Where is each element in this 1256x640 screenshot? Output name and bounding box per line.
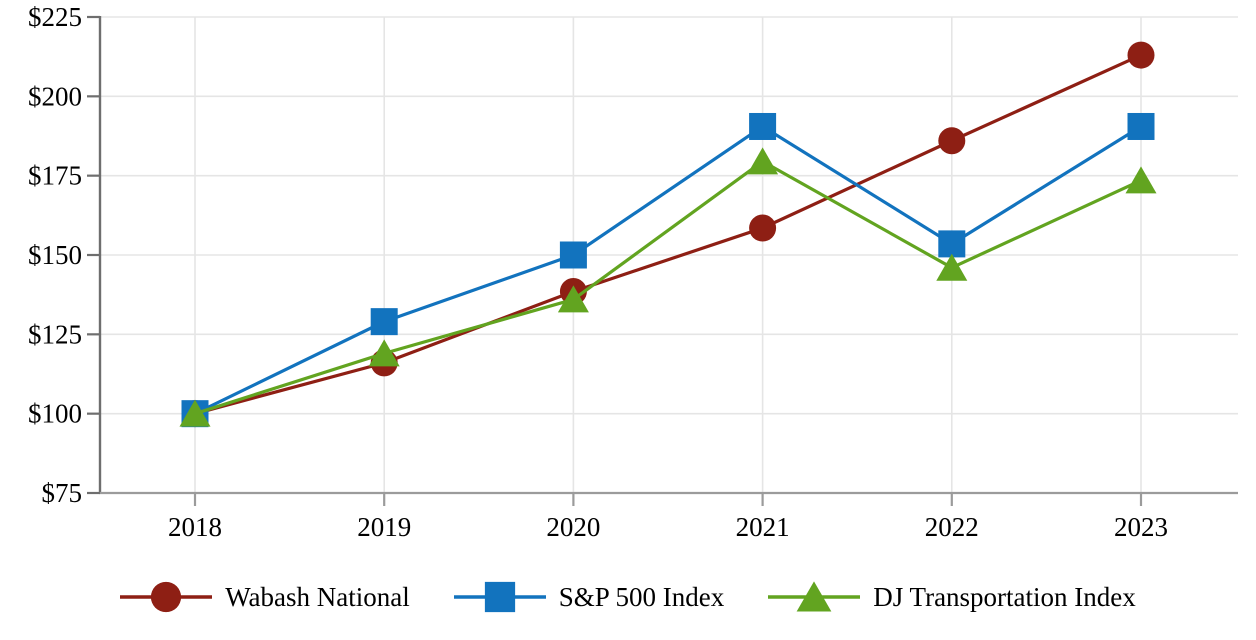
data-point-marker (747, 147, 779, 175)
y-tick-label: $175 (28, 161, 82, 191)
series-wabash-national (181, 41, 1155, 428)
x-tick-label: 2022 (925, 512, 979, 542)
y-tick-label: $200 (28, 81, 82, 111)
data-point-marker (557, 285, 589, 313)
x-tick-label: 2021 (736, 512, 790, 542)
data-point-marker (938, 230, 966, 258)
data-point-marker (484, 581, 515, 613)
x-tick-label: 2018 (168, 512, 222, 542)
series-s-p-500-index (181, 112, 1155, 428)
triangle-marker-icon (768, 581, 861, 612)
y-tick-label: $150 (28, 240, 82, 270)
data-point-marker (151, 581, 182, 613)
data-point-marker (749, 214, 777, 242)
data-point-marker (179, 399, 211, 427)
data-point-marker (370, 308, 398, 336)
y-tick-label: $225 (28, 2, 82, 32)
series-line (194, 124, 1142, 416)
data-point-marker (749, 112, 777, 140)
series-line (194, 159, 1142, 416)
y-tick-label: $75 (42, 478, 83, 508)
circle-marker-icon (120, 581, 213, 613)
data-point-marker (368, 339, 400, 367)
x-tick-label: 2020 (546, 512, 600, 542)
data-point-marker (1127, 41, 1155, 69)
series-dj-transportation-index (179, 147, 1157, 427)
data-point-marker (936, 253, 968, 281)
data-point-marker (559, 241, 587, 269)
plot-area: $225 $200 $175 $150 $125 $100 $75 2018 2019 2020… (28, 2, 1238, 542)
legend-item-s-p-500-index: S&P 500 Index (453, 579, 725, 615)
y-tick-label: $125 (28, 319, 82, 349)
square-marker-icon (453, 581, 546, 613)
legend-label: S&P 500 Index (558, 581, 725, 612)
gridlines (100, 16, 1238, 493)
data-point-marker (1127, 112, 1155, 140)
x-tick-label: 2019 (357, 512, 411, 542)
chart-legend: Wabash National S&P 500 Index DJ Transport… (0, 566, 1256, 628)
legend-label: Wabash National (225, 581, 410, 612)
legend-label: DJ Transportation Index (873, 581, 1136, 612)
y-axis-labels: $225 $200 $175 $150 $125 $100 $75 (28, 2, 82, 508)
axis-ticks (87, 15, 1143, 506)
legend-item-wabash-national: Wabash National (120, 579, 410, 615)
data-point-marker (938, 127, 966, 155)
x-axis-labels: 2018 2019 2020 2021 2022 2023 (168, 512, 1168, 542)
data-point-marker (1125, 166, 1157, 194)
data-point-marker (796, 581, 832, 612)
legend-item-dj-transportation-index: DJ Transportation Index (768, 579, 1136, 615)
x-tick-label: 2023 (1114, 512, 1168, 542)
series-line (194, 53, 1142, 416)
y-tick-label: $100 (28, 399, 82, 429)
series-lines (179, 41, 1157, 428)
